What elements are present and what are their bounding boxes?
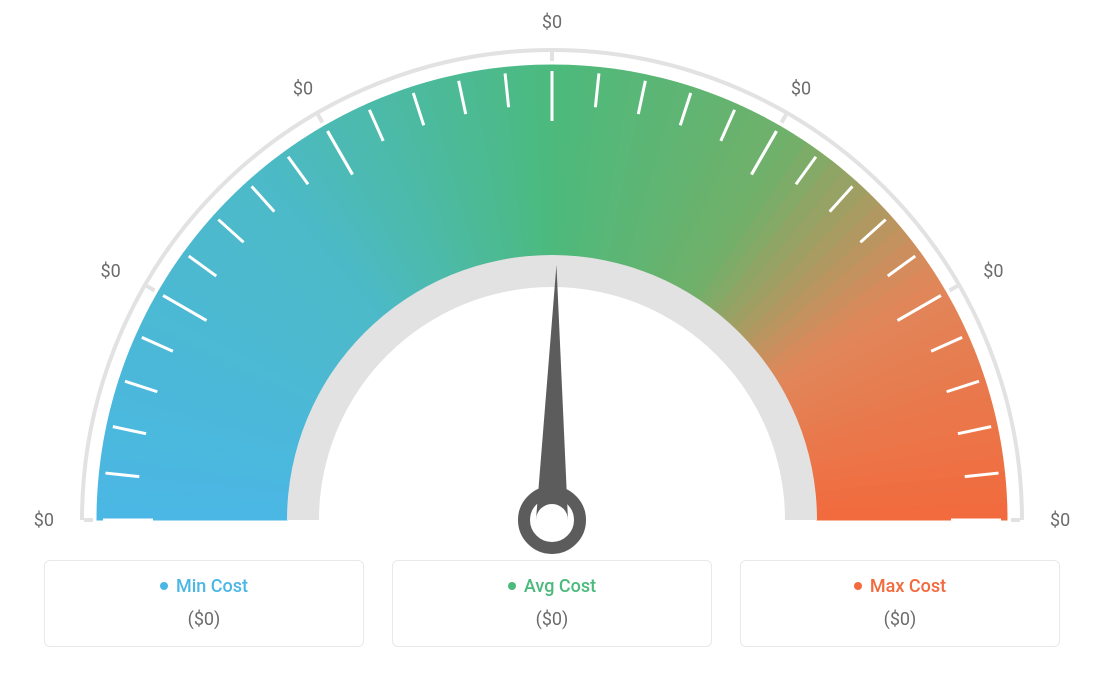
gauge-tick-label: $0 xyxy=(100,261,120,282)
legend-value-min: ($0) xyxy=(45,609,363,630)
legend-label-avg: Avg Cost xyxy=(524,576,596,597)
legend-title-min: Min Cost xyxy=(160,576,248,597)
gauge-tick-label: $0 xyxy=(983,261,1003,282)
gauge-chart: $0 $0 $0 $0 $0 $0 $0 xyxy=(0,0,1104,560)
legend-card-avg: Avg Cost ($0) xyxy=(392,560,712,647)
legend-label-min: Min Cost xyxy=(176,576,248,597)
legend-title-max: Max Cost xyxy=(854,576,946,597)
gauge-svg: $0 $0 $0 $0 $0 $0 $0 xyxy=(0,0,1104,560)
legend-dot-avg xyxy=(508,582,516,590)
gauge-tick-label: $0 xyxy=(1050,510,1070,531)
legend-value-avg: ($0) xyxy=(393,609,711,630)
legend-value-max: ($0) xyxy=(741,609,1059,630)
gauge-tick-label: $0 xyxy=(293,79,313,100)
gauge-needle xyxy=(536,265,568,520)
legend-label-max: Max Cost xyxy=(870,576,946,597)
gauge-major-tick xyxy=(950,286,958,291)
gauge-tick-label: $0 xyxy=(34,510,54,531)
legend-dot-max xyxy=(854,582,862,590)
legend-title-avg: Avg Cost xyxy=(508,576,596,597)
legend-dot-min xyxy=(160,582,168,590)
gauge-tick-label: $0 xyxy=(542,12,562,33)
gauge-needle-hub-inner xyxy=(536,504,568,536)
gauge-major-tick xyxy=(147,286,155,291)
gauge-major-tick xyxy=(782,115,787,123)
legend-card-min: Min Cost ($0) xyxy=(44,560,364,647)
gauge-major-tick xyxy=(318,115,323,123)
legend-row: Min Cost ($0) Avg Cost ($0) Max Cost ($0… xyxy=(0,560,1104,647)
legend-card-max: Max Cost ($0) xyxy=(740,560,1060,647)
gauge-tick-label: $0 xyxy=(791,79,811,100)
